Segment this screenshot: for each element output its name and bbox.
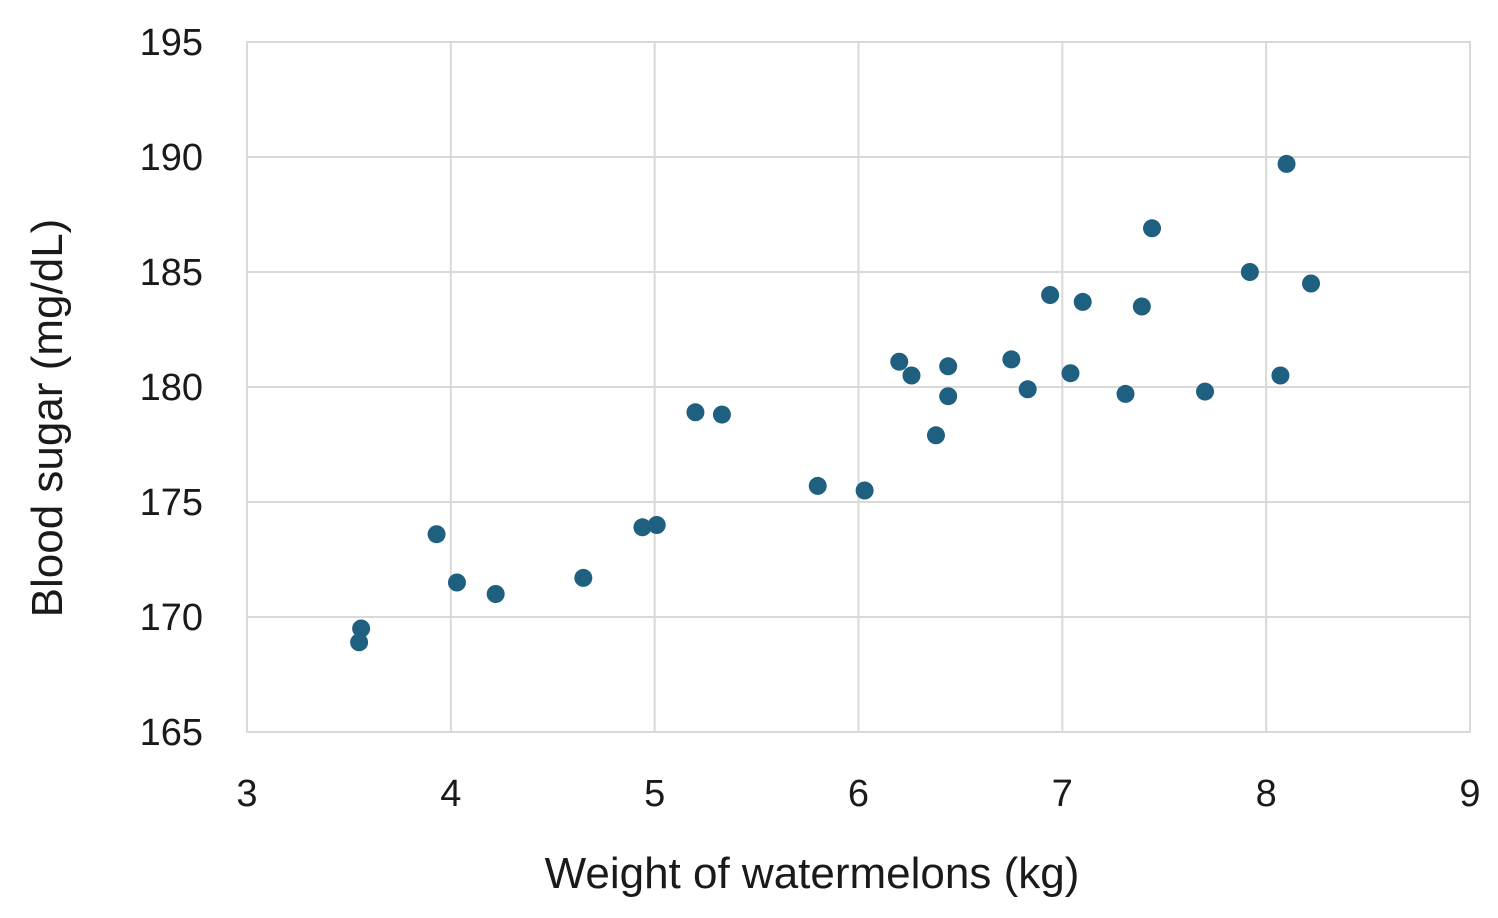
data-point xyxy=(1302,274,1321,293)
plot-frame xyxy=(246,41,1471,733)
y-tick-label: 185 xyxy=(140,252,203,294)
x-tick-labels: 3 4 5 6 7 8 9 xyxy=(236,773,1480,815)
y-axis-title: Blood sugar (mg/dL) xyxy=(23,219,72,618)
y-tick-labels: 165 170 175 180 185 190 195 xyxy=(140,22,203,754)
data-point xyxy=(427,525,446,544)
x-tick-label: 5 xyxy=(644,773,665,815)
y-tick-label: 175 xyxy=(140,482,203,524)
x-tick-label: 3 xyxy=(236,773,257,815)
data-point xyxy=(1116,384,1135,403)
y-tick-label: 195 xyxy=(140,22,203,64)
data-point xyxy=(1240,263,1259,281)
y-tick-label: 165 xyxy=(140,712,203,754)
data-point xyxy=(486,585,505,603)
data-point xyxy=(855,481,874,500)
data-point xyxy=(926,426,945,445)
y-tick-label: 170 xyxy=(140,597,203,639)
data-point xyxy=(1196,382,1215,401)
data-point xyxy=(352,619,371,638)
data-point xyxy=(1002,350,1021,369)
data-point xyxy=(1143,219,1162,238)
data-point xyxy=(808,476,827,495)
data-point xyxy=(1041,286,1060,304)
x-tick-label: 8 xyxy=(1256,773,1277,815)
grid-layer xyxy=(246,41,1471,733)
x-axis-title: Weight of watermelons (kg) xyxy=(545,849,1080,898)
data-point xyxy=(1061,364,1080,383)
x-tick-label: 6 xyxy=(848,773,869,815)
data-point xyxy=(1132,297,1151,316)
y-tick-label: 180 xyxy=(140,367,203,409)
data-point xyxy=(350,633,369,652)
data-point xyxy=(1073,292,1092,311)
data-points xyxy=(350,154,1321,652)
data-point xyxy=(939,357,958,376)
data-point xyxy=(902,366,921,385)
x-tick-label: 7 xyxy=(1052,773,1073,815)
data-point xyxy=(1277,154,1296,173)
data-point xyxy=(574,568,593,587)
data-point xyxy=(1271,366,1290,385)
data-point xyxy=(633,518,652,537)
data-point xyxy=(647,516,666,534)
x-tick-label: 9 xyxy=(1459,773,1480,815)
data-point xyxy=(686,403,705,422)
y-tick-label: 190 xyxy=(140,137,203,179)
data-point xyxy=(447,573,466,592)
data-point xyxy=(939,387,958,406)
x-tick-label: 4 xyxy=(440,773,461,815)
data-point xyxy=(712,405,731,424)
data-point xyxy=(890,352,909,371)
data-point xyxy=(1018,380,1037,399)
